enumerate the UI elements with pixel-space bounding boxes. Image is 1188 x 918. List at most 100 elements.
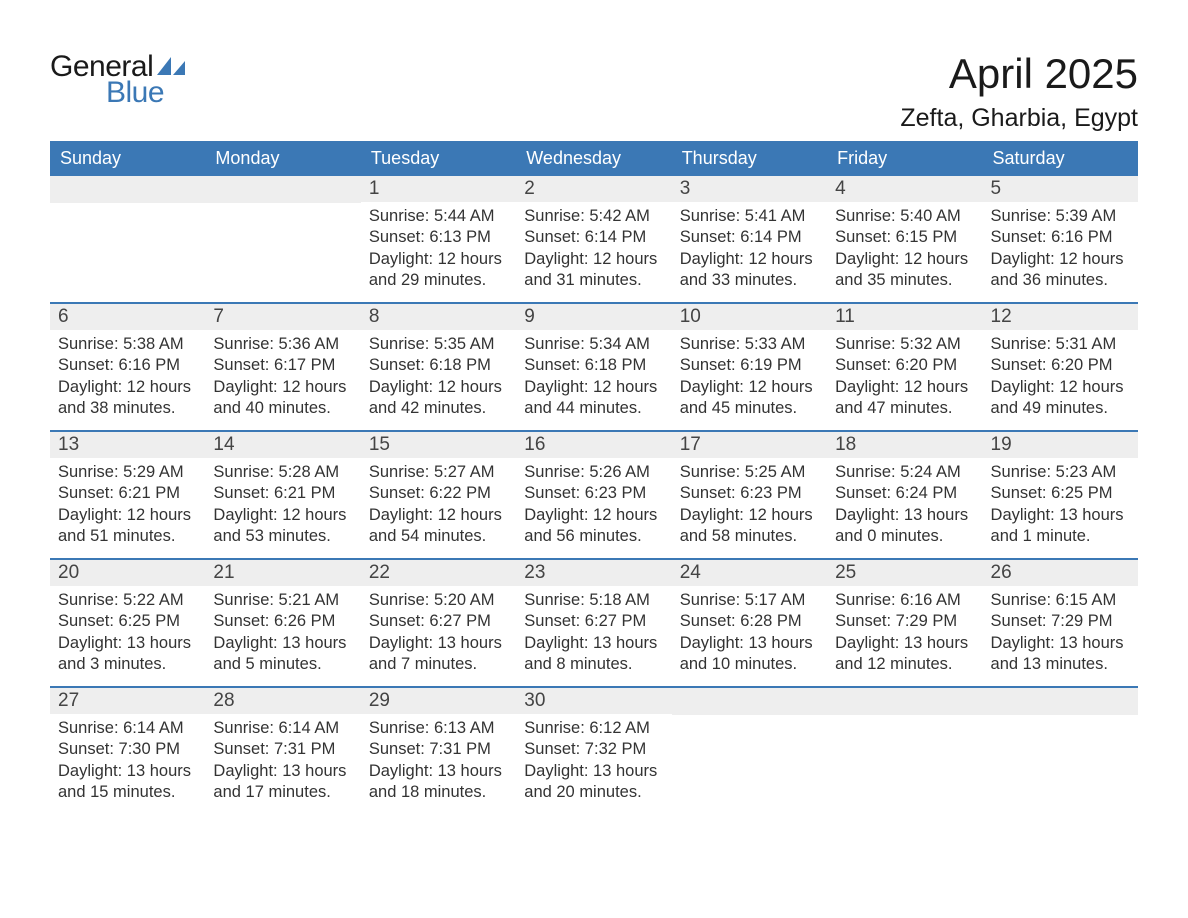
day-number-row: 24 (672, 560, 827, 586)
day-number: 30 (524, 690, 545, 711)
calendar-cell: 17Sunrise: 5:25 AMSunset: 6:23 PMDayligh… (672, 432, 827, 558)
day-number-row: 26 (983, 560, 1138, 586)
day-number-row: 13 (50, 432, 205, 458)
sunset-line: Sunset: 7:31 PM (369, 739, 508, 760)
daylight-line: Daylight: 13 hours and 3 minutes. (58, 633, 197, 676)
sunrise-line: Sunrise: 5:26 AM (524, 462, 663, 483)
day-number: 7 (213, 306, 224, 327)
logo-sail-icon (157, 57, 185, 75)
day-number-row: 16 (516, 432, 671, 458)
day-body: Sunrise: 6:15 AMSunset: 7:29 PMDaylight:… (983, 586, 1138, 682)
sunrise-line: Sunrise: 5:36 AM (213, 334, 352, 355)
day-number-row: 2 (516, 176, 671, 202)
daylight-line: Daylight: 12 hours and 38 minutes. (58, 377, 197, 420)
day-body: Sunrise: 5:20 AMSunset: 6:27 PMDaylight:… (361, 586, 516, 682)
sunset-line: Sunset: 6:19 PM (680, 355, 819, 376)
day-number: 1 (369, 178, 380, 199)
day-number: 18 (835, 434, 856, 455)
calendar-cell: 3Sunrise: 5:41 AMSunset: 6:14 PMDaylight… (672, 176, 827, 302)
daylight-line: Daylight: 12 hours and 36 minutes. (991, 249, 1130, 292)
day-number: 13 (58, 434, 79, 455)
daylight-line: Daylight: 12 hours and 47 minutes. (835, 377, 974, 420)
day-number: 2 (524, 178, 535, 199)
sunrise-line: Sunrise: 6:15 AM (991, 590, 1130, 611)
sunrise-line: Sunrise: 5:21 AM (213, 590, 352, 611)
calendar-cell: 12Sunrise: 5:31 AMSunset: 6:20 PMDayligh… (983, 304, 1138, 430)
daylight-line: Daylight: 12 hours and 58 minutes. (680, 505, 819, 548)
calendar-cell: 30Sunrise: 6:12 AMSunset: 7:32 PMDayligh… (516, 688, 671, 814)
sunset-line: Sunset: 7:30 PM (58, 739, 197, 760)
sunrise-line: Sunrise: 5:18 AM (524, 590, 663, 611)
day-number-row: 19 (983, 432, 1138, 458)
day-number: 27 (58, 690, 79, 711)
day-number-row (672, 688, 827, 715)
day-body: Sunrise: 6:13 AMSunset: 7:31 PMDaylight:… (361, 714, 516, 810)
dow-tuesday: Tuesday (361, 141, 516, 176)
sunrise-line: Sunrise: 6:13 AM (369, 718, 508, 739)
sunrise-line: Sunrise: 5:35 AM (369, 334, 508, 355)
day-number-row (827, 688, 982, 715)
calendar-cell: 6Sunrise: 5:38 AMSunset: 6:16 PMDaylight… (50, 304, 205, 430)
sunset-line: Sunset: 6:21 PM (58, 483, 197, 504)
day-number-row: 28 (205, 688, 360, 714)
day-body: Sunrise: 5:29 AMSunset: 6:21 PMDaylight:… (50, 458, 205, 554)
day-body: Sunrise: 5:32 AMSunset: 6:20 PMDaylight:… (827, 330, 982, 426)
day-number-row: 12 (983, 304, 1138, 330)
day-number: 15 (369, 434, 390, 455)
sunset-line: Sunset: 6:22 PM (369, 483, 508, 504)
calendar-cell: 16Sunrise: 5:26 AMSunset: 6:23 PMDayligh… (516, 432, 671, 558)
sunrise-line: Sunrise: 5:33 AM (680, 334, 819, 355)
dow-monday: Monday (205, 141, 360, 176)
day-number: 24 (680, 562, 701, 583)
day-number: 11 (835, 306, 855, 327)
day-body: Sunrise: 5:21 AMSunset: 6:26 PMDaylight:… (205, 586, 360, 682)
day-number: 23 (524, 562, 545, 583)
calendar-cell: 7 Sunrise: 5:36 AMSunset: 6:17 PMDaylight… (205, 304, 360, 430)
day-number-row: 4 (827, 176, 982, 202)
day-number: 6 (58, 306, 69, 327)
sunset-line: Sunset: 7:31 PM (213, 739, 352, 760)
month-title: April 2025 (900, 50, 1138, 98)
calendar-cell: 29Sunrise: 6:13 AMSunset: 7:31 PMDayligh… (361, 688, 516, 814)
day-number: 28 (213, 690, 234, 711)
sunrise-line: Sunrise: 5:32 AM (835, 334, 974, 355)
sunset-line: Sunset: 6:14 PM (680, 227, 819, 248)
day-number: 14 (213, 434, 234, 455)
day-number-row: 29 (361, 688, 516, 714)
calendar-cell: 5Sunrise: 5:39 AMSunset: 6:16 PMDaylight… (983, 176, 1138, 302)
daylight-line: Daylight: 13 hours and 18 minutes. (369, 761, 508, 804)
sunset-line: Sunset: 6:26 PM (213, 611, 352, 632)
sunset-line: Sunset: 6:15 PM (835, 227, 974, 248)
header: General Blue April 2025 Zefta, Gharbia, … (50, 50, 1138, 133)
day-number-row: 9 (516, 304, 671, 330)
sunrise-line: Sunrise: 5:39 AM (991, 206, 1130, 227)
calendar-cell: 24Sunrise: 5:17 AMSunset: 6:28 PMDayligh… (672, 560, 827, 686)
day-number-row: 6 (50, 304, 205, 330)
calendar-cell: 26Sunrise: 6:15 AMSunset: 7:29 PMDayligh… (983, 560, 1138, 686)
daylight-line: Daylight: 12 hours and 40 minutes. (213, 377, 352, 420)
sunrise-line: Sunrise: 5:20 AM (369, 590, 508, 611)
sunset-line: Sunset: 6:13 PM (369, 227, 508, 248)
sunrise-line: Sunrise: 5:40 AM (835, 206, 974, 227)
daylight-line: Daylight: 12 hours and 54 minutes. (369, 505, 508, 548)
day-number-row (205, 176, 360, 203)
day-body: Sunrise: 5:41 AMSunset: 6:14 PMDaylight:… (672, 202, 827, 298)
calendar-cell: 18Sunrise: 5:24 AMSunset: 6:24 PMDayligh… (827, 432, 982, 558)
calendar-cell: 9Sunrise: 5:34 AMSunset: 6:18 PMDaylight… (516, 304, 671, 430)
calendar-cell: 10Sunrise: 5:33 AMSunset: 6:19 PMDayligh… (672, 304, 827, 430)
sunset-line: Sunset: 6:24 PM (835, 483, 974, 504)
sunset-line: Sunset: 6:14 PM (524, 227, 663, 248)
sunset-line: Sunset: 6:17 PM (213, 355, 352, 376)
calendar-week: 6Sunrise: 5:38 AMSunset: 6:16 PMDaylight… (50, 302, 1138, 430)
sunset-line: Sunset: 6:23 PM (524, 483, 663, 504)
sunset-line: Sunset: 6:27 PM (524, 611, 663, 632)
calendar-cell: 1Sunrise: 5:44 AMSunset: 6:13 PMDaylight… (361, 176, 516, 302)
sunrise-line: Sunrise: 5:28 AM (213, 462, 352, 483)
calendar-cell: 14Sunrise: 5:28 AMSunset: 6:21 PMDayligh… (205, 432, 360, 558)
calendar-cell (205, 176, 360, 302)
day-number: 25 (835, 562, 856, 583)
calendar-cell: 25Sunrise: 6:16 AMSunset: 7:29 PMDayligh… (827, 560, 982, 686)
calendar-cell: 11 Sunrise: 5:32 AMSunset: 6:20 PMDayligh… (827, 304, 982, 430)
sunrise-line: Sunrise: 5:23 AM (991, 462, 1130, 483)
day-body: Sunrise: 5:23 AMSunset: 6:25 PMDaylight:… (983, 458, 1138, 554)
